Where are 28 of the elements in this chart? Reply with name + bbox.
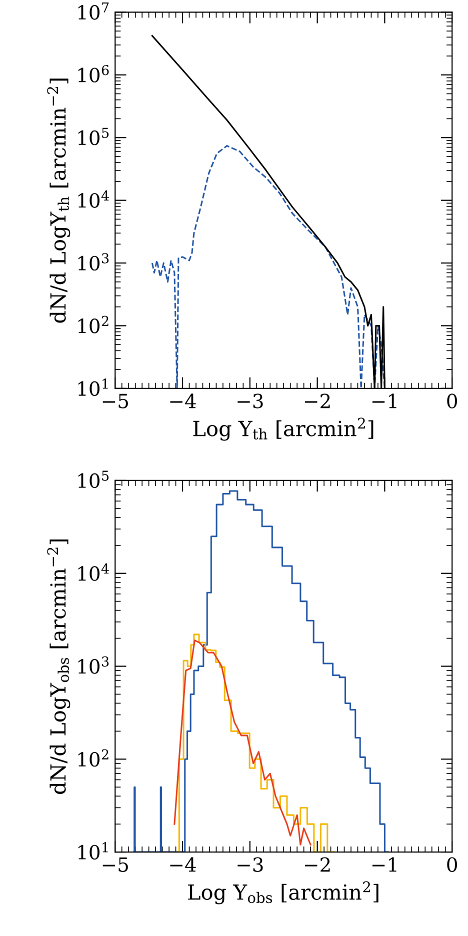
x-tick-label: 0 bbox=[447, 394, 457, 408]
x-tick-label: −3 bbox=[238, 857, 263, 872]
y-tick-label: 10$^{3}$ bbox=[78, 656, 109, 674]
x-tick-label: −1 bbox=[372, 857, 396, 872]
y-tick-label: 10$^{4}$ bbox=[78, 563, 109, 581]
y-axis-title: dN/d LogY$_{obs}$ [arcmin$^{−2}$] bbox=[47, 539, 70, 794]
x-axis-title: Log Y$_{th}$ [arcmin$^{2}$] bbox=[193, 418, 374, 441]
y-tick-label: 10$^{7}$ bbox=[78, 2, 109, 20]
x-tick-label: −2 bbox=[305, 857, 330, 872]
y-tick-label: 10$^{5}$ bbox=[78, 128, 109, 146]
y-tick-label: 10$^{6}$ bbox=[78, 64, 109, 82]
x-tick-label: 0 bbox=[447, 857, 457, 872]
x-tick-label: −4 bbox=[170, 394, 196, 408]
x-axis-title: Log Y$_{obs}$ [arcmin$^{2}$] bbox=[188, 881, 378, 904]
y-axis-title: dN/d LogY$_{th}$ [arcmin$^{−2}$] bbox=[47, 78, 70, 323]
y-tick-label: 10$^{4}$ bbox=[78, 190, 109, 208]
y-tick-label: 10$^{1}$ bbox=[78, 842, 108, 860]
y-tick-label: 10$^{2}$ bbox=[78, 749, 108, 767]
y-tick-label: 10$^{3}$ bbox=[78, 253, 109, 271]
x-tick-label: −1 bbox=[372, 394, 396, 408]
y-tick-label: 10$^{5}$ bbox=[78, 470, 109, 488]
y-tick-label: 10$^{1}$ bbox=[78, 378, 108, 396]
x-tick-label: −5 bbox=[102, 858, 128, 872]
x-tick-label: −3 bbox=[238, 394, 263, 408]
y-tick-label: 10$^{2}$ bbox=[78, 316, 108, 334]
x-tick-label: −5 bbox=[102, 394, 128, 408]
x-tick-label: −4 bbox=[170, 857, 196, 872]
x-tick-label: −2 bbox=[305, 394, 330, 408]
